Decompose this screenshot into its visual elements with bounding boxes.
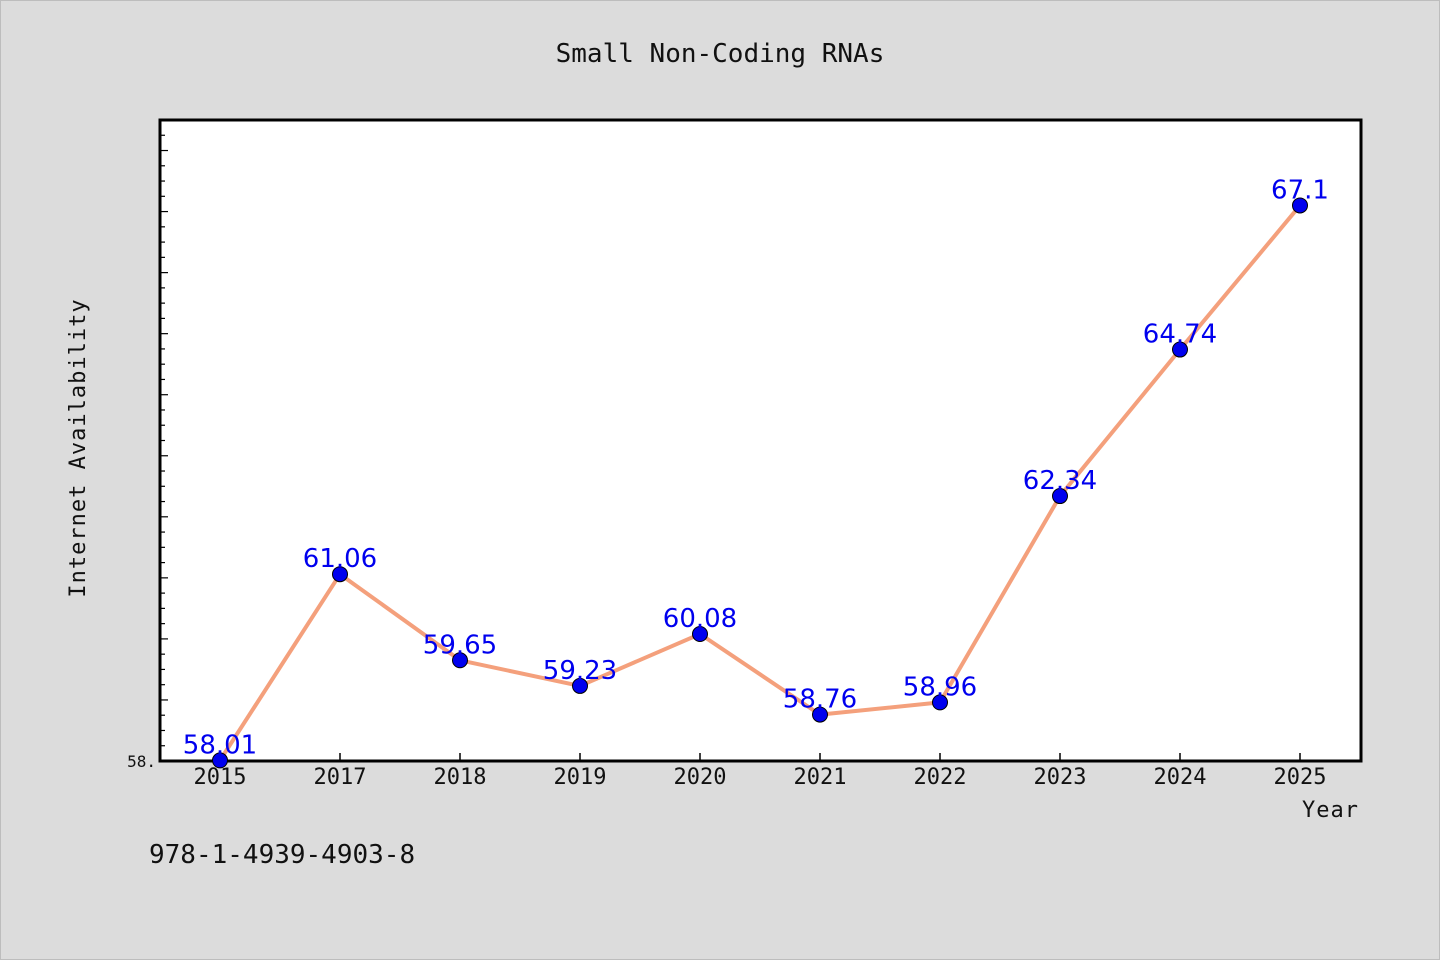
data-point bbox=[212, 752, 228, 769]
data-point bbox=[1292, 197, 1308, 214]
data-label: 59.65 bbox=[423, 630, 497, 660]
data-point bbox=[932, 694, 948, 711]
data-label: 59.23 bbox=[543, 656, 617, 686]
series-layer: 58.01 61.06 59.65 59.23 60.08 58.76 58.96 62.34… bbox=[183, 175, 1329, 769]
isbn-text: 978-1-4939-4903-8 bbox=[149, 840, 415, 870]
x-tick-label: 2024 bbox=[1154, 765, 1207, 790]
data-label: 61.06 bbox=[303, 544, 377, 574]
y-axis-tick-labels: 58. bbox=[127, 752, 156, 771]
data-label: 58.96 bbox=[903, 672, 977, 702]
data-point bbox=[452, 652, 468, 669]
x-tick-label: 2019 bbox=[554, 765, 607, 790]
data-label: 64.74 bbox=[1143, 320, 1217, 350]
data-label: 67.1 bbox=[1271, 175, 1329, 205]
data-point bbox=[812, 706, 828, 723]
x-tick-label: 2023 bbox=[1034, 765, 1087, 790]
x-tick-label: 2017 bbox=[314, 765, 367, 790]
plot-area bbox=[158, 118, 1363, 763]
data-label: 58.76 bbox=[783, 685, 857, 715]
x-tick-label: 2018 bbox=[434, 765, 487, 790]
x-tick-label: 2015 bbox=[194, 765, 247, 790]
y-axis-label: Internet Availability bbox=[66, 298, 91, 597]
data-point bbox=[692, 626, 708, 643]
y-tick-label: 58. bbox=[127, 752, 156, 771]
x-axis-label: Year bbox=[1302, 798, 1359, 823]
x-tick-label: 2020 bbox=[674, 765, 727, 790]
x-tick-label: 2025 bbox=[1274, 765, 1327, 790]
y-axis-ticks bbox=[160, 119, 168, 762]
chart-title: Small Non-Coding RNAs bbox=[556, 39, 885, 69]
data-point bbox=[572, 677, 588, 694]
x-tick-label: 2021 bbox=[794, 765, 847, 790]
x-tick-label: 2022 bbox=[914, 765, 967, 790]
data-label: 58.01 bbox=[183, 730, 257, 760]
x-axis-ticks bbox=[219, 753, 1301, 761]
data-label: 60.08 bbox=[663, 604, 737, 634]
x-axis-tick-labels: 2015 2017 2018 2019 2020 2021 2022 2023 2024 2025 bbox=[194, 765, 1327, 790]
data-point bbox=[1052, 488, 1068, 505]
data-point bbox=[332, 566, 348, 583]
data-label: 62.34 bbox=[1023, 466, 1097, 496]
series-line bbox=[218, 204, 1302, 762]
data-point bbox=[1172, 341, 1188, 358]
